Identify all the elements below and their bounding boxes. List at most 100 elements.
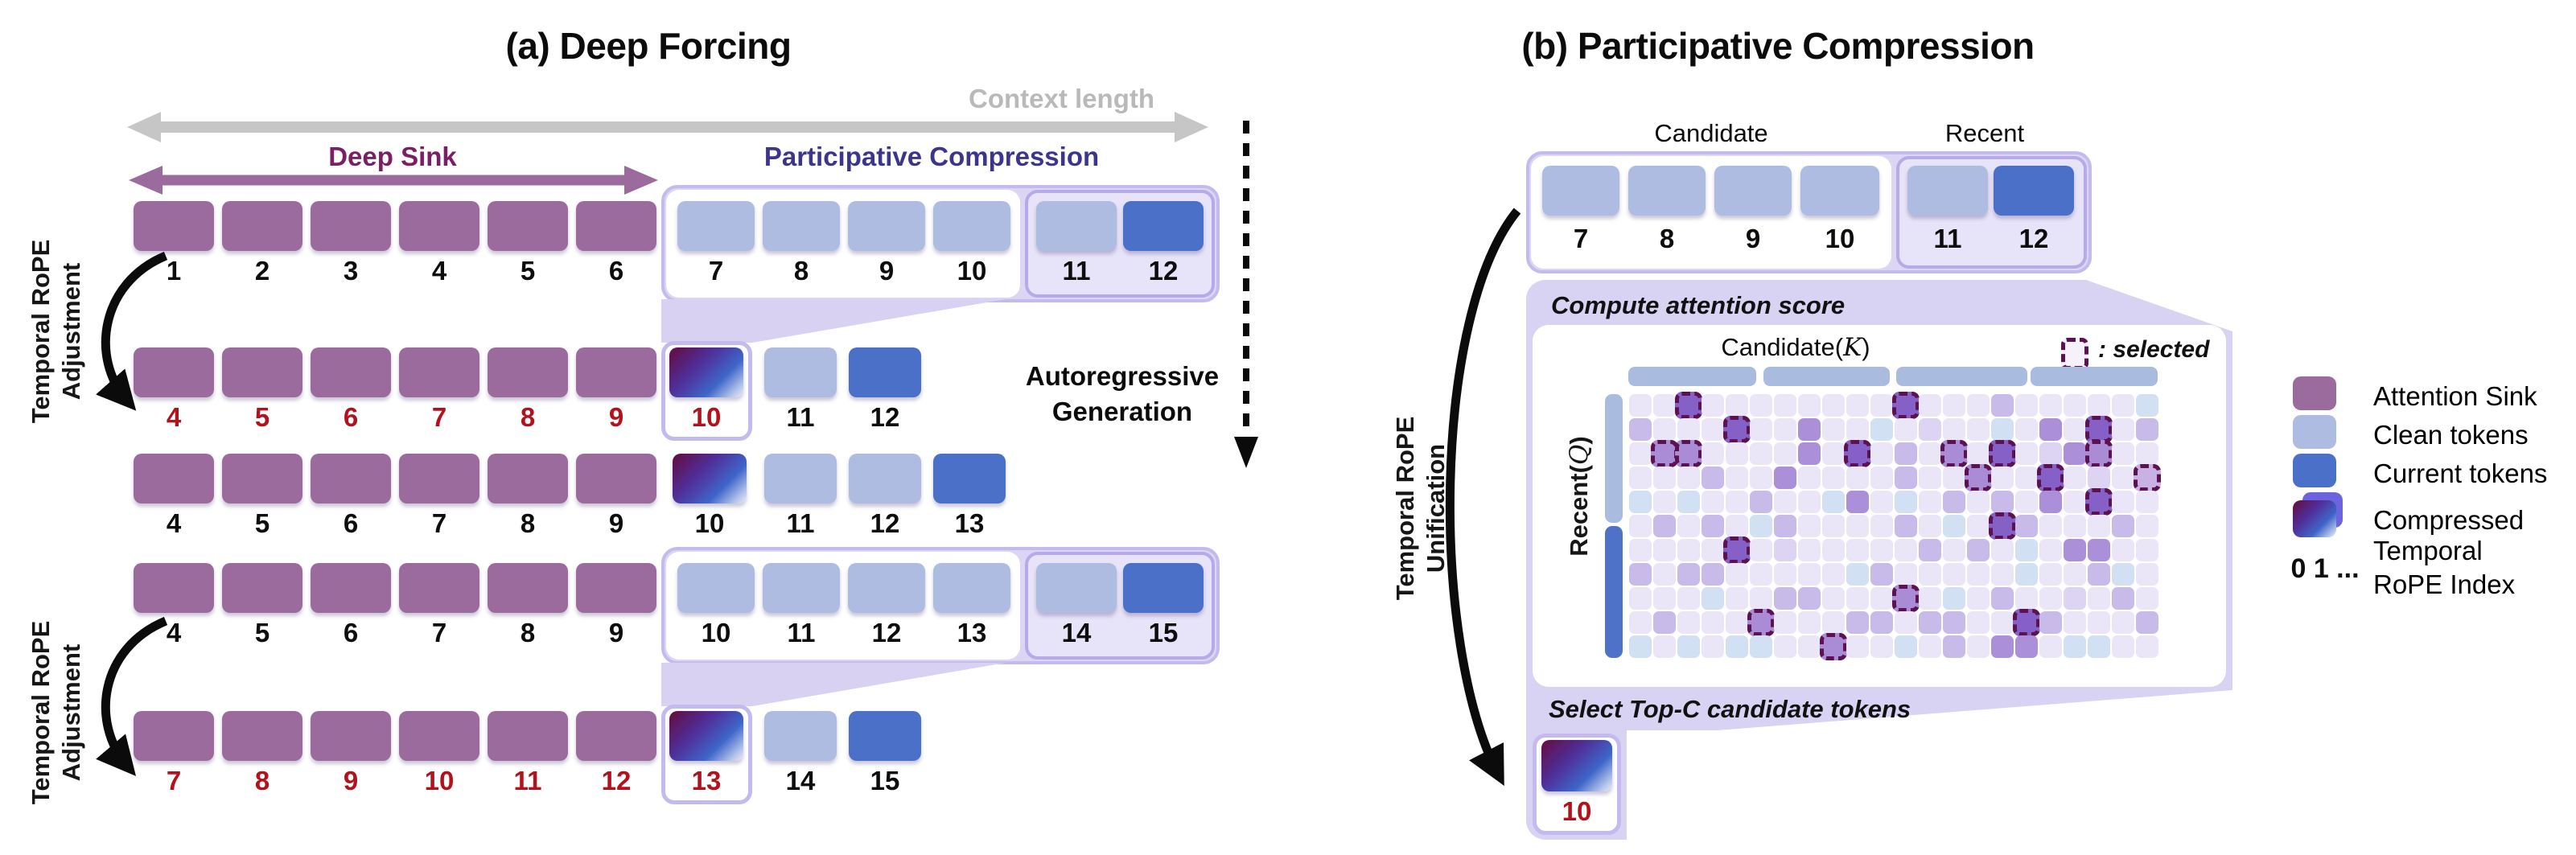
matrix-cell xyxy=(2088,635,2110,658)
matrix-cell xyxy=(1798,635,1821,658)
matrix-cell xyxy=(1943,587,1965,610)
matrix-cell xyxy=(1750,491,1772,513)
clean-token xyxy=(933,201,1010,251)
matrix-cell xyxy=(1774,539,1796,561)
matrix-cell xyxy=(1822,491,1845,513)
current-token xyxy=(1123,201,1204,251)
token-index-label: 13 xyxy=(691,766,722,795)
matrix-cell xyxy=(1653,515,1676,537)
matrix-cell xyxy=(1774,611,1796,634)
matrix-cell xyxy=(2112,539,2134,561)
matrix-cell-selected xyxy=(2085,488,2113,516)
matrix-cell xyxy=(1677,539,1700,561)
matrix-cell xyxy=(1967,539,1990,561)
matrix-cell xyxy=(1726,467,1748,489)
matrix-cell xyxy=(1798,587,1821,610)
matrix-cell xyxy=(1943,539,1965,561)
matrix-cell xyxy=(1870,515,1893,537)
matrix-cell xyxy=(1677,563,1700,586)
token-index-label: 7 xyxy=(166,766,182,795)
matrix-cell xyxy=(2136,394,2158,417)
matrix-cell xyxy=(2064,563,2086,586)
rope-unification-arrow xyxy=(1445,208,1521,787)
matrix-cell xyxy=(1991,635,2014,658)
matrix-cell xyxy=(2064,539,2086,561)
sink-token xyxy=(488,711,568,761)
matrix-cell xyxy=(1846,491,1869,513)
matrix-cell xyxy=(2136,611,2158,634)
matrix-cell xyxy=(1653,491,1676,513)
matrix-cell xyxy=(1991,587,2014,610)
token-index-label: 10 xyxy=(694,508,725,538)
legend-swatch-compressed xyxy=(2293,500,2336,537)
legend-label-current-tokens: Current tokens xyxy=(2373,458,2548,488)
matrix-cell xyxy=(2112,418,2134,441)
matrix-cell xyxy=(1870,563,1893,586)
sink-token xyxy=(222,711,302,761)
matrix-cell xyxy=(1822,442,1845,465)
matrix-cell xyxy=(1895,635,1917,658)
matrix-cell xyxy=(1991,491,2014,513)
matrix-y-axis-label: Recent(Q) xyxy=(1565,436,1594,557)
clean-token xyxy=(764,347,837,397)
token-index-label: 15 xyxy=(870,766,900,795)
matrix-cell xyxy=(1653,587,1676,610)
legend-swatch-current-tokens xyxy=(2293,454,2336,487)
matrix-cell xyxy=(1822,394,1845,417)
matrix-cell xyxy=(1629,515,1652,537)
token-index-label: 15 xyxy=(1148,618,1179,647)
clean-token xyxy=(849,454,921,504)
token-index-label: 11 xyxy=(787,618,816,647)
matrix-cell xyxy=(1870,587,1893,610)
sink-token xyxy=(399,454,479,504)
matrix-cell xyxy=(1774,587,1796,610)
clean-token xyxy=(1800,166,1879,216)
matrix-cell xyxy=(1870,394,1893,417)
matrix-cell xyxy=(1846,394,1869,417)
matrix-cell-selected xyxy=(1989,440,2016,467)
matrix-cell xyxy=(1943,467,1965,489)
matrix-cell xyxy=(1774,394,1796,417)
token-index-label: 12 xyxy=(2018,224,2049,253)
matrix-cell xyxy=(1943,635,1965,658)
matrix-cell xyxy=(1677,611,1700,634)
matrix-cell-selected xyxy=(1844,440,1871,467)
matrix-cell xyxy=(1677,491,1700,513)
matrix-cell xyxy=(2064,394,2086,417)
matrix-cell xyxy=(2088,611,2110,634)
token-index-label: 10 xyxy=(1562,796,1592,826)
token-index-label: 6 xyxy=(343,402,359,432)
matrix-candidate-header-4 xyxy=(2031,367,2158,386)
token-index-label: 4 xyxy=(166,508,182,538)
token-index-label: 13 xyxy=(954,508,985,538)
matrix-cell xyxy=(1653,394,1676,417)
matrix-cell xyxy=(1629,635,1652,658)
matrix-cell xyxy=(1870,491,1893,513)
matrix-cell xyxy=(1991,611,2014,634)
sink-token xyxy=(311,347,391,397)
token-index-label: 8 xyxy=(254,766,270,795)
matrix-cell xyxy=(1726,587,1748,610)
matrix-cell xyxy=(1702,467,1724,489)
matrix-cell xyxy=(1653,418,1676,441)
matrix-cell xyxy=(1774,491,1796,513)
legend-swatch-clean-tokens xyxy=(2293,415,2336,449)
matrix-cell xyxy=(1750,587,1772,610)
matrix-cell xyxy=(2112,491,2134,513)
matrix-cell xyxy=(1677,418,1700,441)
sink-token xyxy=(134,563,214,613)
sink-token xyxy=(576,563,656,613)
matrix-cell xyxy=(1750,539,1772,561)
matrix-cell xyxy=(2112,515,2134,537)
clean-token xyxy=(1907,166,1988,216)
matrix-cell xyxy=(1629,491,1652,513)
matrix-cell xyxy=(1895,491,1917,513)
matrix-cell xyxy=(2088,587,2110,610)
token-index-label: 11 xyxy=(513,766,542,795)
select-top-c-label: Select Top-C candidate tokens xyxy=(1549,695,1911,723)
matrix-cell xyxy=(1702,515,1724,537)
clean-token xyxy=(764,454,837,504)
deep-sink-label: Deep Sink xyxy=(328,142,457,171)
token-index-label: 10 xyxy=(957,256,987,286)
sink-token xyxy=(222,201,302,251)
